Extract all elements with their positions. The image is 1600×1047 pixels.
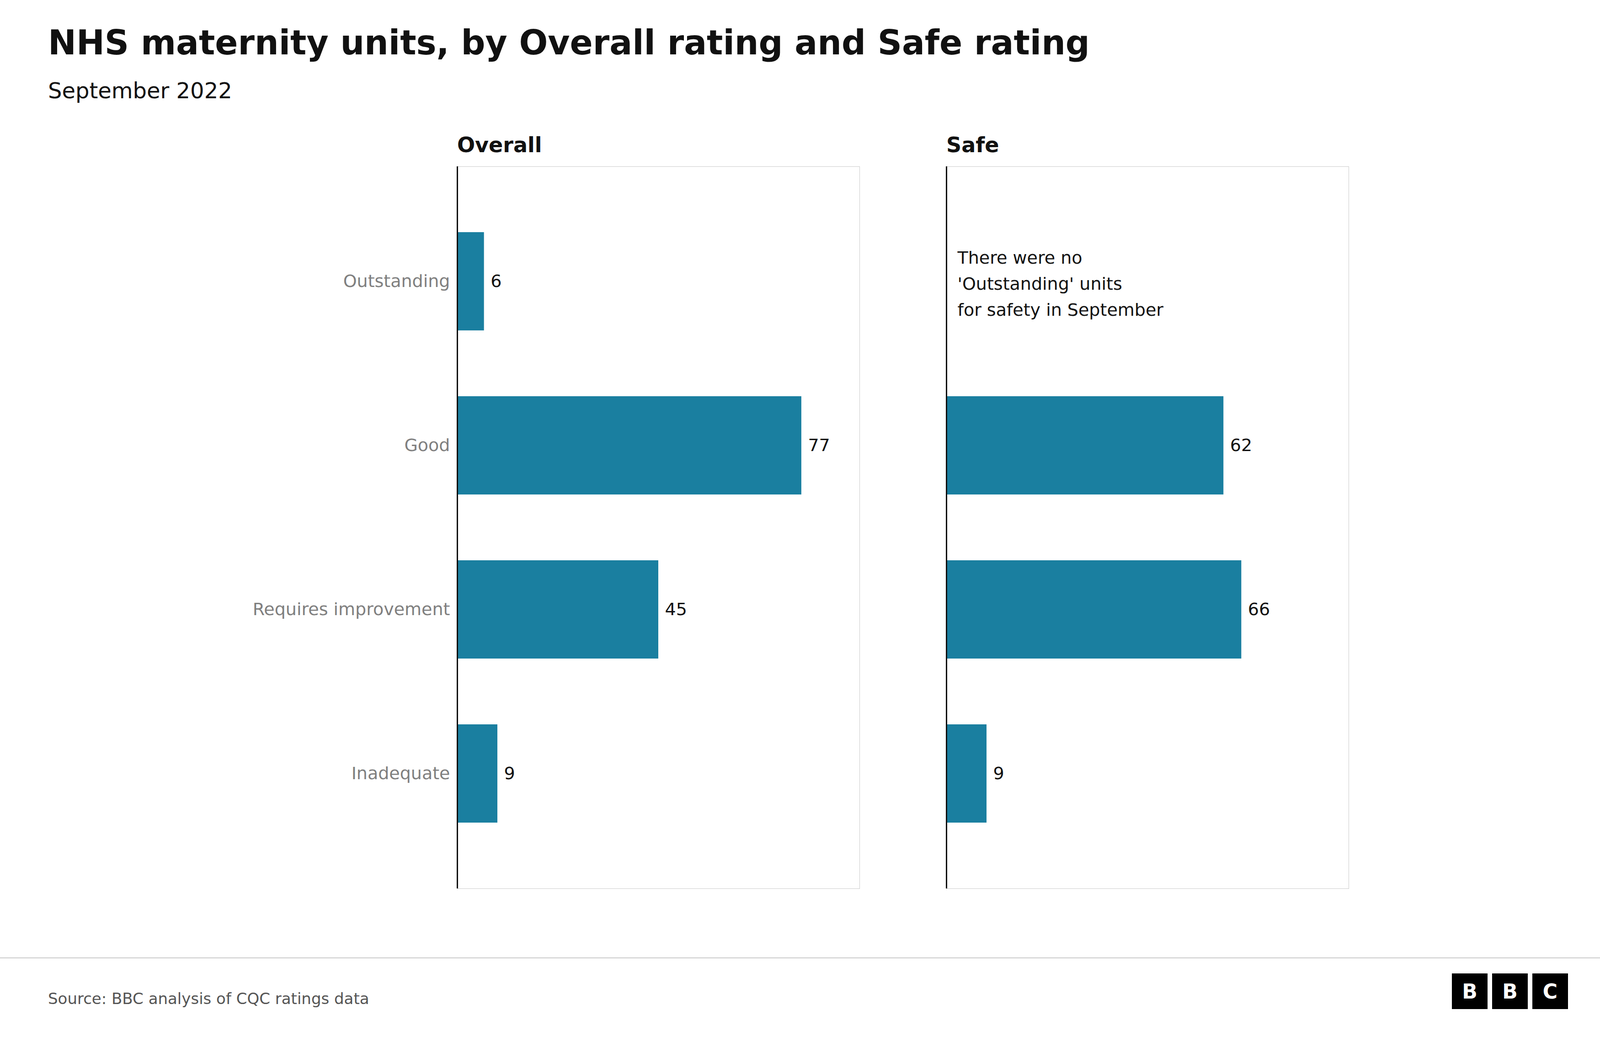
html-text:September 2022: September 2022 bbox=[48, 77, 233, 104]
svg-text:45: 45 bbox=[665, 599, 688, 620]
svg-text:Requires improvement: Requires improvement bbox=[252, 599, 451, 620]
html-text:NHS maternity units, by Overal: NHS maternity units, by Overall rating a… bbox=[48, 22, 1090, 63]
html-text:Source: BBC analysis of CQC ra: Source: BBC analysis of CQC ratings data bbox=[48, 989, 370, 1008]
svg-text:66: 66 bbox=[1248, 599, 1270, 620]
svg-text:9: 9 bbox=[993, 763, 1005, 784]
svg-text:Good: Good bbox=[404, 435, 450, 456]
svg-text:62: 62 bbox=[1230, 435, 1253, 456]
html-text:B: B bbox=[1502, 979, 1518, 1004]
html-text:Overall: Overall bbox=[457, 132, 542, 158]
svg-text:Inadequate: Inadequate bbox=[351, 763, 451, 784]
html-text:C: C bbox=[1542, 979, 1558, 1004]
html-text:B: B bbox=[1462, 979, 1478, 1004]
svg-text:77: 77 bbox=[807, 435, 830, 456]
svg-text:Outstanding: Outstanding bbox=[343, 271, 451, 292]
svg-text:There were no'Outstanding' uni: There were no'Outstanding' unitsfor safe… bbox=[957, 247, 1164, 320]
svg-text:9: 9 bbox=[504, 763, 516, 784]
svg-text:6: 6 bbox=[490, 271, 502, 292]
html-text:Safe: Safe bbox=[946, 132, 1000, 158]
